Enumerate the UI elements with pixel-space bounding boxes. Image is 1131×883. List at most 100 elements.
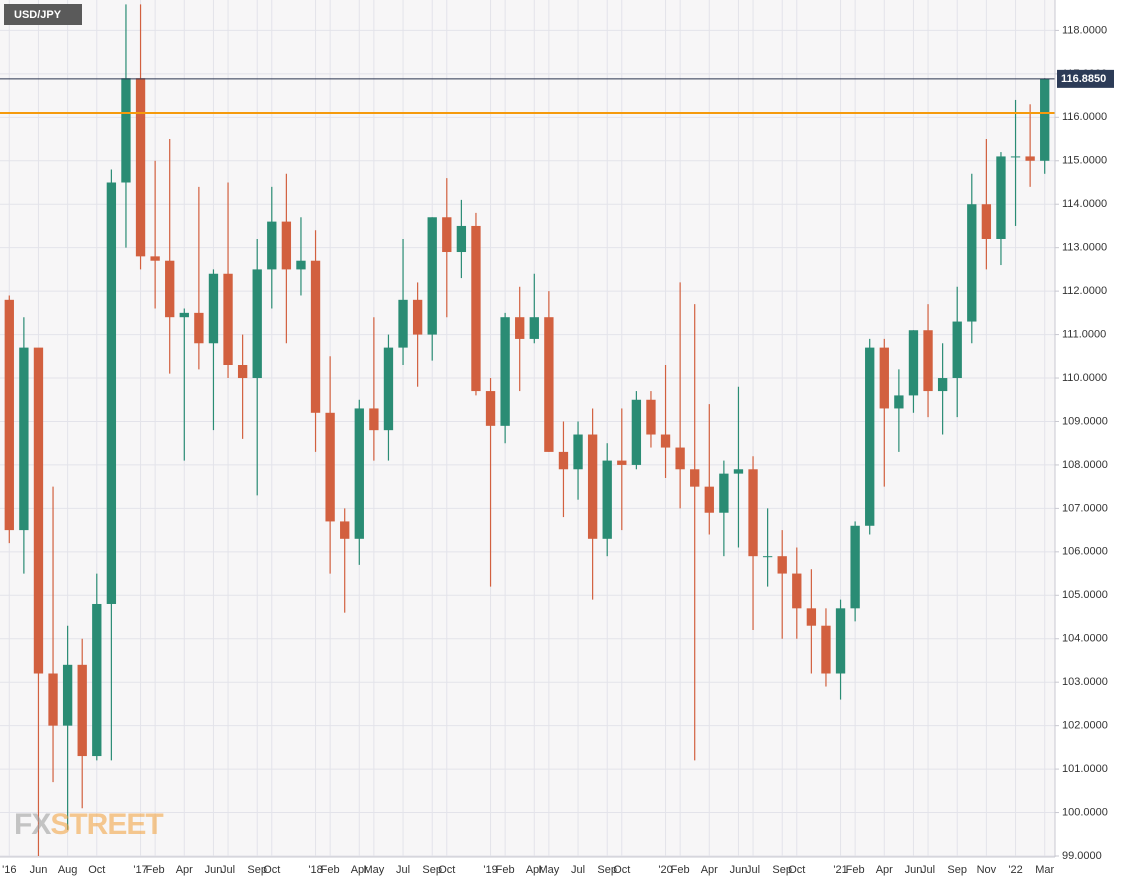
- candle-body: [456, 225, 467, 253]
- candle-body: [748, 469, 758, 557]
- plot-background: [0, 0, 1055, 857]
- candle-body: [398, 299, 408, 348]
- x-tick-label: '18: [308, 864, 322, 876]
- candle-body: [106, 182, 117, 604]
- candle-body: [485, 391, 496, 426]
- candle-body: [894, 395, 904, 409]
- x-tick-label: Jun: [730, 864, 748, 876]
- candle-body: [792, 573, 802, 609]
- candle-body: [237, 364, 248, 379]
- candle-body: [923, 330, 933, 392]
- candle-body: [544, 317, 554, 452]
- candle-body: [515, 317, 525, 339]
- candle-body: [675, 447, 685, 470]
- overlay: [0, 78, 1055, 114]
- x-tick-label: Oct: [88, 864, 105, 876]
- candle-body: [121, 78, 131, 183]
- candle-body: [325, 412, 335, 522]
- x-tick-label: Oct: [613, 864, 630, 876]
- candle-body: [296, 260, 306, 270]
- x-tick-label: Apr: [701, 864, 718, 876]
- candle-body: [48, 673, 58, 726]
- candle-body: [967, 204, 977, 322]
- candle-body: [135, 78, 146, 257]
- x-tick-label: '19: [483, 864, 497, 876]
- last-price-label: 116.8850: [1061, 73, 1106, 85]
- candle-body: [1010, 156, 1021, 158]
- y-tick-label: 115.0000: [1062, 155, 1107, 167]
- x-tick-label: Apr: [876, 864, 893, 876]
- y-tick-label: 109.0000: [1062, 415, 1108, 427]
- candle-body: [777, 556, 787, 574]
- x-tick-label: '17: [133, 864, 147, 876]
- candle-body: [150, 256, 160, 261]
- candle-body: [660, 434, 671, 448]
- candle-body: [208, 273, 219, 344]
- candle-body: [573, 434, 583, 470]
- x-tick-label: Jun: [205, 864, 223, 876]
- candle-body: [1040, 78, 1050, 161]
- y-tick-label: 107.0000: [1062, 502, 1108, 514]
- y-tick-label: 105.0000: [1062, 589, 1108, 601]
- candle-body: [981, 204, 992, 239]
- last-price-box: [1057, 69, 1114, 88]
- candle-body: [908, 330, 919, 396]
- x-tick-label: Sep: [422, 864, 442, 876]
- y-tick-label: 104.0000: [1062, 633, 1108, 645]
- candle-body: [733, 469, 744, 474]
- x-tick-label: Sep: [772, 864, 792, 876]
- candle-body: [354, 408, 364, 539]
- candle-body: [442, 217, 452, 253]
- y-tick-label: 110.0000: [1062, 372, 1107, 384]
- x-tick-label: Feb: [146, 864, 165, 876]
- candle-body: [165, 260, 175, 318]
- candle-body: [558, 451, 569, 470]
- x-tick-label: '22: [1008, 864, 1022, 876]
- candle-body: [952, 321, 962, 379]
- candle-body: [19, 347, 29, 531]
- candle-body: [529, 317, 539, 339]
- x-tick-label: Jun: [30, 864, 48, 876]
- candle-body: [471, 225, 481, 392]
- watermark-prefix: FX: [14, 808, 51, 841]
- candle-body: [690, 469, 700, 487]
- x-tick-label: Jul: [571, 864, 585, 876]
- x-tick-label: Jul: [396, 864, 410, 876]
- y-tick-label: 114.0000: [1062, 198, 1107, 210]
- y-tick-label: 116.0000: [1062, 111, 1107, 123]
- x-tick-label: Feb: [846, 864, 865, 876]
- watermark-suffix: STREET: [50, 808, 163, 841]
- y-tick-label: 118.0000: [1062, 24, 1107, 36]
- candle-body: [850, 525, 860, 609]
- chart-title: USD/JPY: [14, 9, 62, 21]
- y-tick-label: 102.0000: [1062, 720, 1108, 732]
- candle-body: [340, 521, 350, 539]
- x-tick-label: Jun: [905, 864, 923, 876]
- x-tick-label: Nov: [977, 864, 997, 876]
- candle-body: [865, 347, 875, 526]
- candle-body: [602, 460, 612, 539]
- x-tick-label: '16: [2, 864, 16, 876]
- candle-body: [1025, 156, 1035, 161]
- x-tick-label: Apr: [526, 864, 543, 876]
- y-tick-label: 113.0000: [1062, 242, 1107, 254]
- y-tick-label: 108.0000: [1062, 459, 1108, 471]
- y-tick-label: 112.0000: [1062, 285, 1107, 297]
- candle-body: [77, 664, 87, 757]
- candle-body: [427, 217, 437, 335]
- candle-body: [719, 473, 729, 513]
- x-tick-label: Jul: [746, 864, 760, 876]
- candles: [4, 4, 1050, 856]
- candle-body: [617, 460, 627, 465]
- candle-body: [92, 603, 102, 757]
- y-tick-label: 99.0000: [1062, 850, 1102, 862]
- x-tick-label: Apr: [176, 864, 193, 876]
- candle-body: [937, 378, 948, 392]
- candle-body: [631, 399, 642, 465]
- candle-body: [4, 299, 14, 531]
- x-tick-label: Sep: [597, 864, 617, 876]
- x-tick-label: Sep: [247, 864, 267, 876]
- candle-body: [62, 664, 73, 726]
- y-tick-label: 103.0000: [1062, 676, 1108, 688]
- candle-body: [412, 299, 423, 335]
